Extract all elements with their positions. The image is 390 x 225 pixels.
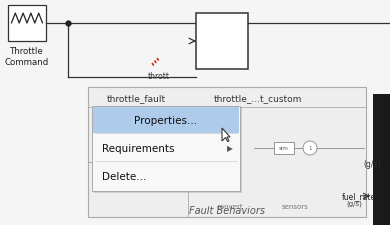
Text: Fault Behaviors: Fault Behaviors [189,205,265,215]
Text: thrott: thrott [148,72,170,81]
Bar [92,106,240,191]
Bar [93,108,239,133]
Text: Properties...: Properties... [135,115,198,126]
Text: (g/s): (g/s) [346,200,362,207]
Polygon shape [222,128,230,142]
Text: throttle_...t_custom: throttle_...t_custom [214,94,302,103]
Bar [196,14,248,70]
Text: Throttle
Command: Throttle Command [5,47,49,67]
Text: Delete...: Delete... [102,171,146,181]
Text: fuel_rate: fuel_rate [342,191,376,200]
Bar [274,142,294,154]
Text: sensors: sensors [282,203,308,209]
Circle shape [303,141,317,155]
Text: Requirements: Requirements [102,143,174,153]
Bar [88,88,366,217]
Text: 1: 1 [308,146,312,151]
Text: (g/s): (g/s) [363,159,381,168]
Text: convert: convert [217,203,243,209]
Bar [8,6,46,42]
Bar [94,108,242,193]
Text: ▶: ▶ [227,144,233,153]
Bar [373,94,390,225]
Text: throttle_fault: throttle_fault [106,94,166,103]
Text: sim: sim [279,146,289,151]
